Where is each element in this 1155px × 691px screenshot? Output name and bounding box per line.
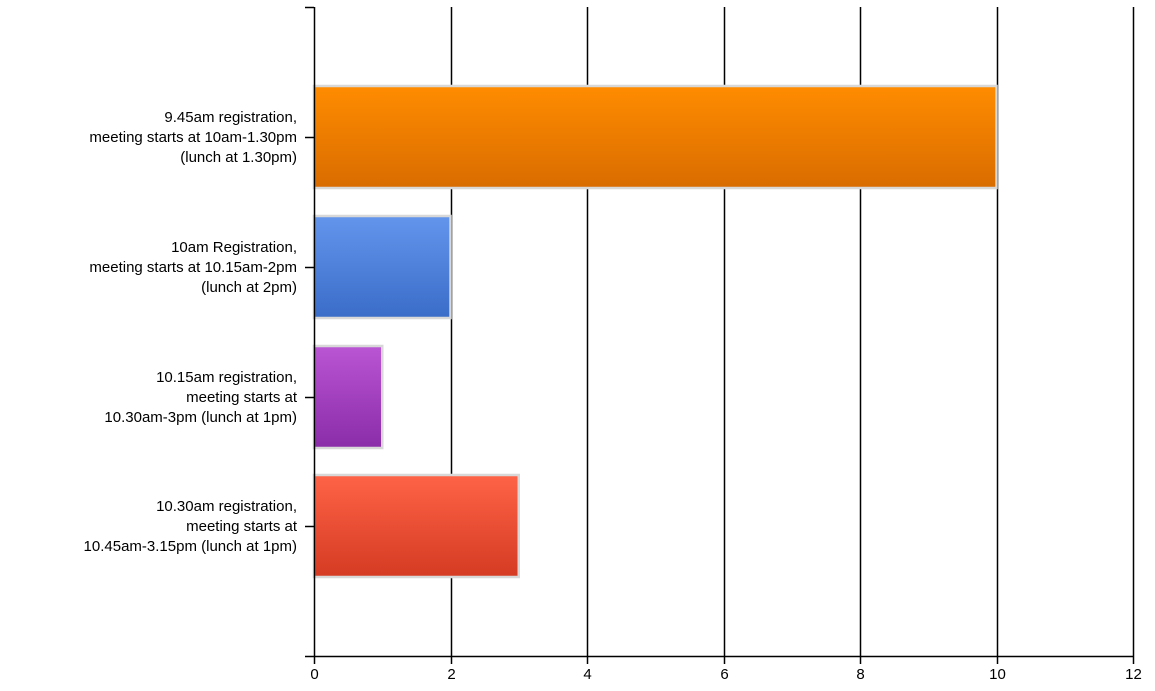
category-label-line: 10.15am registration, xyxy=(156,369,297,386)
bar xyxy=(312,214,452,320)
category-label: 10.30am registration, meeting starts at 10… xyxy=(84,498,298,555)
category-label-line: 9.45am registration, xyxy=(164,109,297,126)
category-label-line: meeting starts at 10.15am-2pm xyxy=(89,259,297,276)
x-tick-label: 8 xyxy=(856,666,864,683)
x-tick-label: 0 xyxy=(310,666,318,683)
bar xyxy=(312,344,384,450)
category-label-line: meeting starts at xyxy=(186,518,298,535)
x-tick-label: 2 xyxy=(447,666,455,683)
category-labels: 9.45am registration, meeting starts at 10… xyxy=(84,109,298,555)
category-label-line: 10.30am-3pm (lunch at 1pm) xyxy=(104,409,297,426)
bar xyxy=(312,84,998,190)
x-tick-label: 4 xyxy=(583,666,591,683)
category-label-line: (lunch at 1.30pm) xyxy=(180,149,297,166)
x-tick-label: 10 xyxy=(989,666,1006,683)
axes xyxy=(305,6,1135,664)
x-tick-label: 6 xyxy=(720,666,728,683)
category-label-line: 10am Registration, xyxy=(171,239,297,256)
x-tick-label: 12 xyxy=(1125,666,1142,683)
category-label: 9.45am registration, meeting starts at 10… xyxy=(89,109,297,166)
bar xyxy=(312,473,520,579)
category-label-line: (lunch at 2pm) xyxy=(201,279,297,296)
bars xyxy=(312,84,998,579)
category-label: 10.15am registration, meeting starts at 10… xyxy=(104,369,297,426)
category-label: 10am Registration, meeting starts at 10.1… xyxy=(89,239,297,296)
category-label-line: meeting starts at xyxy=(186,389,298,406)
category-label-line: 10.45am-3.15pm (lunch at 1pm) xyxy=(84,538,297,555)
category-label-line: 10.30am registration, xyxy=(156,498,297,515)
category-label-line: meeting starts at 10am-1.30pm xyxy=(89,129,297,146)
x-tick-labels: 0 2 4 6 8 10 12 xyxy=(310,666,1142,683)
